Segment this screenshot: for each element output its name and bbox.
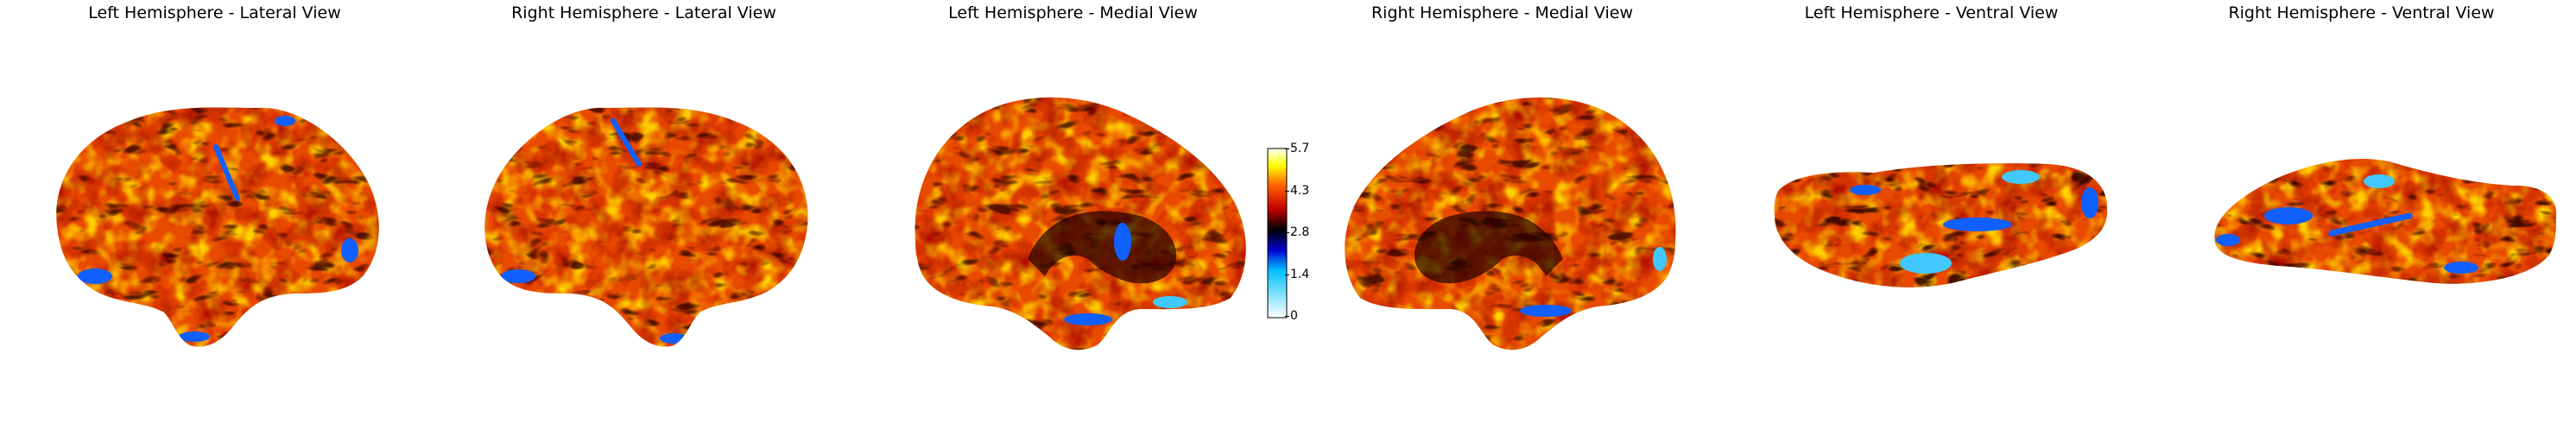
panel-left-ventral: Left Hemisphere - Ventral View <box>1717 0 2146 442</box>
panel-title: Right Hemisphere - Ventral View <box>2228 3 2495 22</box>
panel-left-lateral: Left Hemisphere - Lateral View <box>0 0 429 442</box>
panel-right-lateral: Right Hemisphere - Lateral View <box>429 0 858 442</box>
colorbar-tick-label: 1.4 <box>1284 268 1310 281</box>
colorbar <box>1267 148 1288 319</box>
colorbar-tick-label: 0 <box>1285 309 1298 323</box>
brain-right-medial <box>1345 97 1676 350</box>
panel-left-medial: Left Hemisphere - Medial View <box>858 0 1288 442</box>
panel-right-medial: Right Hemisphere - Medial View <box>1288 0 1717 442</box>
panel-title: Left Hemisphere - Lateral View <box>88 3 341 22</box>
colorbar-tick-label: 2.8 <box>1284 225 1310 239</box>
colorbar-tick-label: 5.7 <box>1284 142 1310 155</box>
colorbar-tick-label: 4.3 <box>1284 184 1310 198</box>
panel-title: Left Hemisphere - Medial View <box>948 3 1198 22</box>
brain-left-ventral <box>1774 163 2108 287</box>
brain-left-medial <box>915 97 1246 350</box>
brain-right-ventral <box>2214 159 2557 284</box>
panel-title: Left Hemisphere - Ventral View <box>1804 3 2059 22</box>
panel-title: Right Hemisphere - Medial View <box>1370 3 1634 22</box>
panel-right-ventral: Right Hemisphere - Ventral View <box>2147 0 2576 442</box>
panel-title: Right Hemisphere - Lateral View <box>511 3 776 22</box>
brain-left-lateral <box>56 107 379 347</box>
brain-right-lateral <box>484 107 808 347</box>
